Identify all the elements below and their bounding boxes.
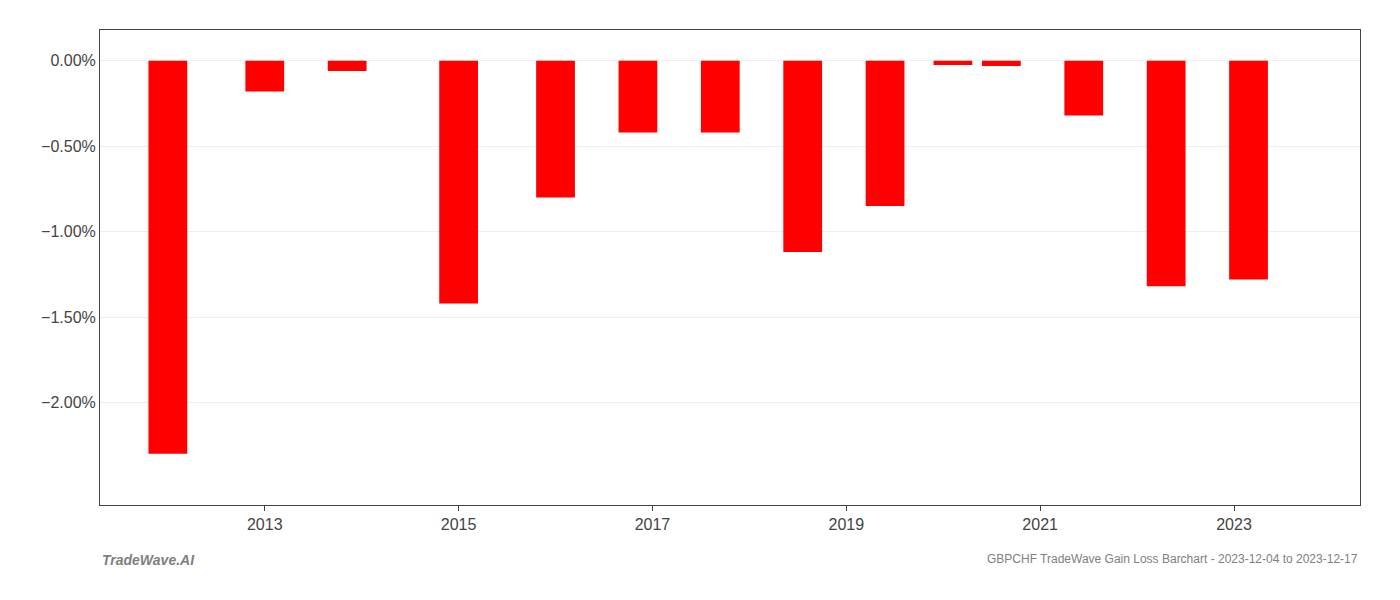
svg-text:2013: 2013 [247,516,283,533]
svg-text:2017: 2017 [635,516,671,533]
svg-text:GBPCHF TradeWave Gain Loss Bar: GBPCHF TradeWave Gain Loss Barchart - 20… [987,552,1358,566]
svg-text:−1.50%: −1.50% [41,309,96,326]
svg-text:−1.00%: −1.00% [41,223,96,240]
svg-text:2015: 2015 [441,516,477,533]
svg-text:−0.50%: −0.50% [41,138,96,155]
svg-text:TradeWave.AI: TradeWave.AI [102,552,195,568]
svg-text:2021: 2021 [1022,516,1058,533]
svg-text:−2.00%: −2.00% [41,394,96,411]
svg-text:2023: 2023 [1216,516,1252,533]
svg-text:2019: 2019 [829,516,865,533]
svg-text:0.00%: 0.00% [50,52,95,69]
